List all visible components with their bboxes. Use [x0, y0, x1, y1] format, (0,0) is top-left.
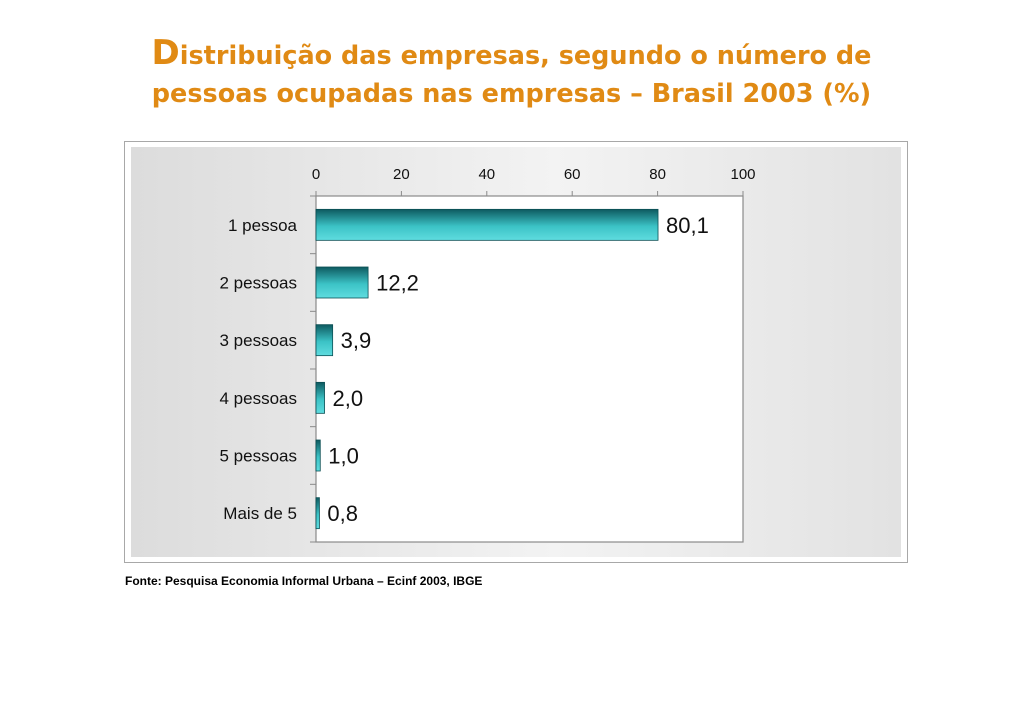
- bar-value-label: 12,2: [376, 271, 419, 296]
- category-label: 5 pessoas: [220, 447, 298, 466]
- plot-area: [315, 195, 744, 543]
- bar: [315, 324, 334, 357]
- bar-value-label: 2,0: [333, 386, 364, 411]
- bar: [315, 266, 369, 299]
- x-tick-label: 100: [730, 166, 755, 183]
- bar: [315, 497, 320, 530]
- bar: [315, 381, 325, 414]
- category-label: 1 pessoa: [228, 216, 298, 235]
- title-line-2: pessoas ocupadas nas empresas – Brasil 2…: [151, 79, 872, 109]
- title-initial: D: [151, 33, 180, 73]
- bar: [315, 208, 659, 241]
- source-note: Fonte: Pesquisa Economia Informal Urbana…: [125, 574, 483, 588]
- bar: [315, 439, 321, 472]
- page-title: Distribuição das empresas, segundo o núm…: [0, 34, 1023, 113]
- bar-value-label: 1,0: [328, 444, 359, 469]
- category-label: 3 pessoas: [220, 331, 298, 350]
- x-axis: 0 20 40 60 80 100: [312, 166, 756, 196]
- x-tick-label: 0: [312, 166, 320, 183]
- x-tick-label: 40: [478, 166, 495, 183]
- y-axis: 1 pessoa 2 pessoas 3 pessoas 4 pessoas 5 pes…: [220, 195, 316, 543]
- category-label: Mais de 5: [223, 504, 297, 523]
- bars: 80,1 12,2 3,9 2,0 1,0 0,8: [315, 208, 709, 530]
- bar-value-label: 0,8: [327, 501, 358, 526]
- x-tick-label: 60: [564, 166, 581, 183]
- title-line-1: Distribuição das empresas, segundo o núm…: [0, 34, 1023, 75]
- category-label: 4 pessoas: [220, 389, 298, 408]
- bar-value-label: 3,9: [341, 328, 372, 353]
- x-tick-label: 20: [393, 166, 410, 183]
- x-tick-label: 80: [649, 166, 666, 183]
- bar-value-label: 80,1: [666, 213, 709, 238]
- title-line-1-rest: istribuição das empresas, segundo o núme…: [179, 41, 872, 71]
- category-label: 2 pessoas: [220, 274, 298, 293]
